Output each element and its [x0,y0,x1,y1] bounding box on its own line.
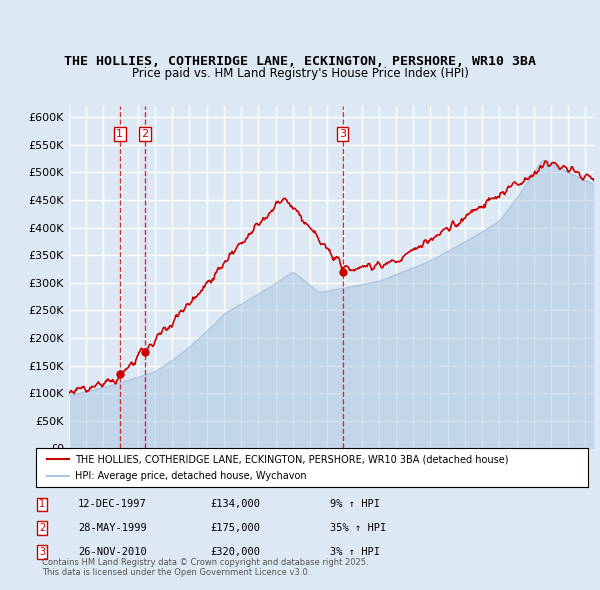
Text: 26-NOV-2010: 26-NOV-2010 [78,547,147,556]
Text: £134,000: £134,000 [210,500,260,509]
Text: 2: 2 [39,523,45,533]
Text: 3: 3 [39,547,45,556]
Text: THE HOLLIES, COTHERIDGE LANE, ECKINGTON, PERSHORE, WR10 3BA: THE HOLLIES, COTHERIDGE LANE, ECKINGTON,… [64,55,536,68]
Text: £175,000: £175,000 [210,523,260,533]
Text: £320,000: £320,000 [210,547,260,556]
Text: 2: 2 [142,129,148,139]
Text: 28-MAY-1999: 28-MAY-1999 [78,523,147,533]
Text: Price paid vs. HM Land Registry's House Price Index (HPI): Price paid vs. HM Land Registry's House … [131,67,469,80]
Text: 9% ↑ HPI: 9% ↑ HPI [330,500,380,509]
Text: 1: 1 [39,500,45,509]
Text: 1: 1 [116,129,123,139]
Text: 3% ↑ HPI: 3% ↑ HPI [330,547,380,556]
Text: 12-DEC-1997: 12-DEC-1997 [78,500,147,509]
Text: Contains HM Land Registry data © Crown copyright and database right 2025.
This d: Contains HM Land Registry data © Crown c… [42,558,368,577]
Text: HPI: Average price, detached house, Wychavon: HPI: Average price, detached house, Wych… [74,471,306,481]
Text: 35% ↑ HPI: 35% ↑ HPI [330,523,386,533]
Text: 3: 3 [339,129,346,139]
Text: THE HOLLIES, COTHERIDGE LANE, ECKINGTON, PERSHORE, WR10 3BA (detached house): THE HOLLIES, COTHERIDGE LANE, ECKINGTON,… [74,454,508,464]
